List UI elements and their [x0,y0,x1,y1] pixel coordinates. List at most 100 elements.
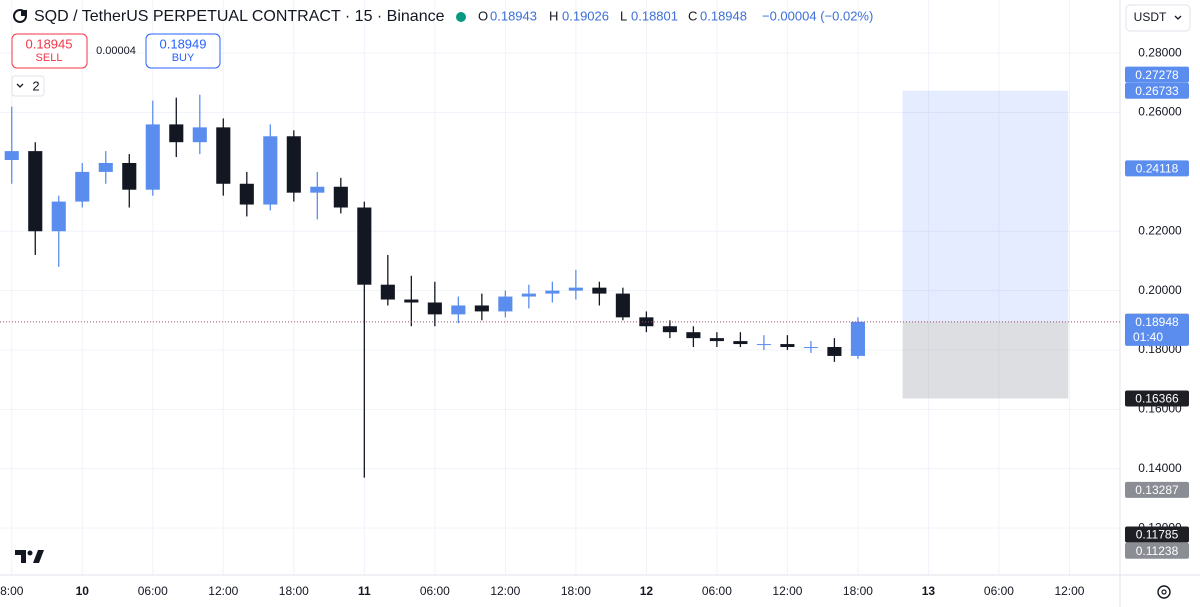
candle-body [404,299,419,303]
candle-body [75,171,90,202]
y-tick-label: 0.26000 [1138,105,1182,119]
high-label: H [549,8,558,23]
spread: 0.00004 [96,45,136,57]
close-value: 0.18948 [700,8,747,23]
candle-body [51,201,66,232]
open-label: O [478,8,488,23]
candle-body [498,296,513,312]
stop-zone [902,321,1069,399]
x-tick-label: 06:00 [984,584,1014,598]
candle-body [192,127,207,143]
buy-button[interactable]: 0.18949 BUY [145,33,221,69]
price-tag [1125,526,1189,543]
buy-label: BUY [172,52,195,64]
x-tick-label: 06:00 [138,584,168,598]
target-zone [902,90,1069,322]
candle-body [803,347,818,349]
candle-body [709,338,724,342]
price-tag [1125,481,1189,498]
x-tick-label: 12:00 [490,584,520,598]
x-tick-label: 18:00 [279,584,309,598]
x-tick-label: 06:00 [702,584,732,598]
x-tick-label: 8:00 [0,584,24,598]
y-tick-label: 0.14000 [1138,461,1182,475]
candle-body [145,124,160,190]
candle-body [733,341,748,345]
price-tag [1125,390,1189,407]
candle-body [98,162,113,172]
y-tick-label: 0.28000 [1138,45,1182,59]
candle-body [357,207,372,285]
candle-body [662,326,677,333]
low-value: 0.18801 [631,8,678,23]
price-tag-label: 0.11785 [1136,528,1179,542]
candle-body [474,305,489,312]
candle-body [427,302,442,315]
x-tick-label: 12 [640,584,654,598]
price-tag-label: 0.16366 [1135,392,1179,406]
candle-body [263,136,278,205]
high-value: 0.19026 [562,8,609,23]
open-value: 0.18943 [490,8,537,23]
price-tag-label: 0.26733 [1135,84,1179,98]
price-tag [1125,542,1189,559]
candle-body [639,317,654,327]
x-tick-label: 12:00 [1054,584,1084,598]
candle-body [850,321,865,356]
sell-button[interactable]: 0.18945 SELL [11,33,88,69]
close-label: C [688,8,697,23]
price-tag [1125,82,1189,99]
currency-dropdown[interactable]: USDT [1125,4,1191,32]
price-tag [1125,313,1189,346]
tv-logo [15,550,44,563]
buy-price: 0.18949 [160,36,207,51]
candle-body [122,162,137,190]
candle-body [780,344,795,348]
candle-body [333,186,348,208]
market-status [456,12,466,22]
candle-body [286,136,301,193]
candle-body [451,305,466,315]
x-tick-label: 11 [358,584,371,598]
price-tag-label: 0.13287 [1135,483,1179,497]
price-tag [1125,160,1189,177]
price-tag [1125,66,1189,83]
candle-body [686,332,701,339]
candle-body [4,151,19,161]
low-label: L [620,8,627,23]
indicators-toggle[interactable]: 2 [11,75,45,97]
countdown: 01:40 [1133,330,1163,344]
x-tick-label: 13 [922,584,936,598]
candle-body [545,290,560,294]
change-value: −0.00004 (−0.02%) [762,8,873,23]
candle-body [615,293,630,318]
price-tag-label: 0.11238 [1136,544,1179,558]
x-tick-label: 18:00 [561,584,591,598]
price-tag-label: 0.18948 [1135,315,1179,329]
candle-body [592,287,607,294]
sell-label: SELL [36,52,63,64]
sell-price: 0.18945 [26,36,73,51]
y-tick-label: 0.22000 [1138,223,1182,237]
candle-body [28,151,43,232]
candle-body [568,287,583,291]
candle-body [380,284,395,300]
candle-body [521,293,536,297]
indicators-count: 2 [32,78,39,93]
x-tick-label: 06:00 [420,584,450,598]
candle-body [216,127,231,184]
y-tick-label: 0.20000 [1138,283,1182,297]
price-tag-label: 0.24118 [1136,162,1179,176]
symbol-logo [13,9,27,23]
currency-label: USDT [1134,10,1167,24]
candle-body [239,183,254,205]
x-tick-label: 12:00 [772,584,802,598]
settings-button[interactable] [1157,585,1171,599]
candle-body [169,124,184,143]
x-tick-label: 10 [76,584,90,598]
candle-body [310,186,325,193]
candle-body [756,344,771,346]
price-tag-label: 0.27278 [1135,68,1179,82]
x-tick-label: 12:00 [208,584,238,598]
